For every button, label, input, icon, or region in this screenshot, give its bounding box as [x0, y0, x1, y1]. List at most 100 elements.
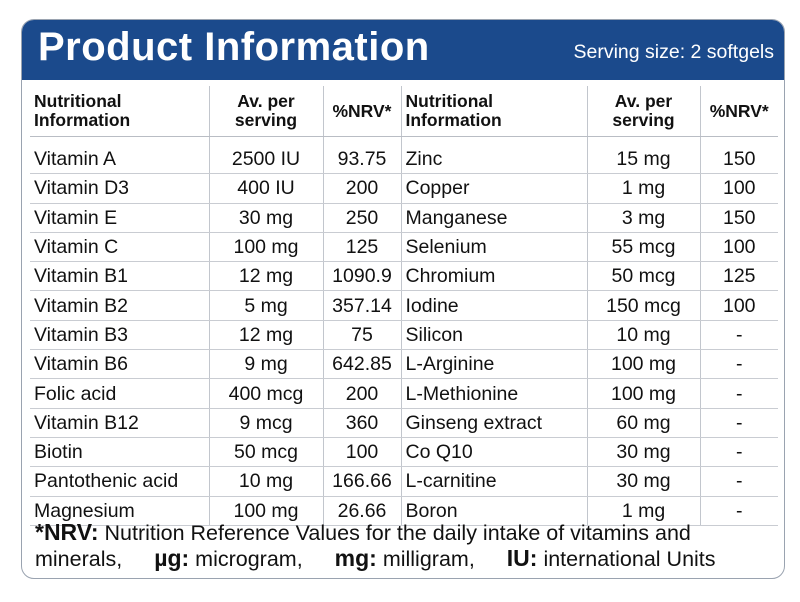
nutrient-name: Boron [401, 496, 588, 526]
nutrient-nrv: 200 [323, 378, 402, 409]
nutrient-amount: 60 mg [587, 408, 701, 438]
nutrient-nrv: 150 [700, 145, 778, 175]
nutrient-nrv: - [700, 466, 778, 497]
nutrient-name: Ginseng extract [401, 408, 588, 438]
nutrient-name: L-Methionine [401, 378, 588, 409]
header-bar: Product Information Serving size: 2 soft… [22, 20, 784, 80]
nutrient-amount: 15 mg [587, 145, 701, 175]
nutrient-amount: 12 mg [209, 320, 324, 351]
table-row: Vitamin A 2500 IU 93.75 Zinc 15 mg 150 [30, 145, 778, 175]
footnote-line-2: minerals, µg: microgram, mg: milligram, … [35, 546, 775, 572]
nutrient-amount: 100 mg [209, 496, 324, 526]
ug-term: µg: [154, 545, 190, 571]
table-row: Vitamin D3 400 IU 200 Copper 1 mg 100 [30, 173, 778, 204]
nutrient-name: Vitamin B6 [30, 349, 210, 380]
nutrient-nrv: - [700, 349, 778, 380]
nutrient-name: Biotin [30, 437, 210, 468]
nutrient-nrv: 100 [700, 232, 778, 263]
nutrient-nrv: 26.66 [323, 496, 402, 526]
nutrient-nrv: - [700, 408, 778, 438]
nutrient-nrv: 150 [700, 203, 778, 233]
nutrient-amount: 12 mg [209, 261, 324, 292]
table-header-row: Nutritional Information Av. per serving … [30, 86, 778, 137]
nutrient-amount: 9 mg [209, 349, 324, 380]
nutrient-amount: 1 mg [587, 173, 701, 204]
nutrient-amount: 55 mcg [587, 232, 701, 263]
nutrient-amount: 100 mg [209, 232, 324, 263]
table-row: Vitamin B12 9 mcg 360 Ginseng extract 60 mg - [30, 408, 778, 438]
nutrient-name: Manganese [401, 203, 588, 233]
nutrient-nrv: 200 [323, 173, 402, 204]
nutrient-nrv: - [700, 320, 778, 351]
table-row: Vitamin B1 12 mg 1090.9 Chromium 50 mcg 125 [30, 261, 778, 292]
table-row: Pantothenic acid 10 mg 166.66 L-carnitine 30… [30, 466, 778, 497]
nutrient-amount: 50 mcg [587, 261, 701, 292]
nutrient-amount: 2500 IU [209, 145, 324, 175]
nutrient-nrv: 360 [323, 408, 402, 438]
serving-size: Serving size: 2 softgels [573, 41, 774, 63]
nutrient-amount: 30 mg [587, 466, 701, 497]
nutrient-name: Silicon [401, 320, 588, 351]
nutrient-name: Zinc [401, 145, 588, 175]
nutrient-name: Selenium [401, 232, 588, 263]
table-row: Vitamin B6 9 mg 642.85 L-Arginine 100 mg - [30, 349, 778, 380]
nutrient-nrv: 166.66 [323, 466, 402, 497]
nutrient-amount: 1 mg [587, 496, 701, 526]
nutrient-name: Vitamin B2 [30, 290, 210, 321]
table-row: Vitamin C 100 mg 125 Selenium 55 mcg 100 [30, 232, 778, 263]
nutrient-nrv: 1090.9 [323, 261, 402, 292]
minerals-text: minerals, [35, 547, 123, 571]
nutrient-name: L-Arginine [401, 349, 588, 380]
nutrient-name: Chromium [401, 261, 588, 292]
nutrient-amount: 400 mcg [209, 378, 324, 409]
nutrient-name: Co Q10 [401, 437, 588, 468]
nutrient-amount: 100 mg [587, 349, 701, 380]
footnote: *NRV: Nutrition Reference Values for the… [35, 520, 775, 572]
table-row: Vitamin B3 12 mg 75 Silicon 10 mg - [30, 320, 778, 351]
nutrient-amount: 10 mg [209, 466, 324, 497]
nutrient-amount: 3 mg [587, 203, 701, 233]
nutrient-nrv: 75 [323, 320, 402, 351]
iu-term: IU: [506, 545, 538, 571]
product-info-panel: Product Information Serving size: 2 soft… [21, 19, 785, 579]
nutrient-name: Magnesium [30, 496, 210, 526]
col-header-nrv-2: %NRV* [700, 86, 778, 137]
nutrient-nrv: 250 [323, 203, 402, 233]
col-header-av-per: Av. per serving [209, 86, 324, 137]
nutrient-nrv: 100 [700, 290, 778, 321]
nutrient-nrv: - [700, 437, 778, 468]
nutrient-nrv: 125 [323, 232, 402, 263]
nutrient-name: Copper [401, 173, 588, 204]
nutrient-amount: 5 mg [209, 290, 324, 321]
nutrient-nrv: 93.75 [323, 145, 402, 175]
nutrient-nrv: 100 [323, 437, 402, 468]
table-row: Vitamin B2 5 mg 357.14 Iodine 150 mcg 100 [30, 290, 778, 321]
nutrient-name: Vitamin E [30, 203, 210, 233]
table-row: Folic acid 400 mcg 200 L-Methionine 100 mg - [30, 378, 778, 409]
nutrient-amount: 30 mg [587, 437, 701, 468]
nutrient-amount: 50 mcg [209, 437, 324, 468]
nutrient-nrv: - [700, 496, 778, 526]
nrv-definition: Nutrition Reference Values for the daily… [104, 521, 691, 545]
nutrient-name: Vitamin C [30, 232, 210, 263]
nutrient-amount: 100 mg [587, 378, 701, 409]
nutrient-nrv: 357.14 [323, 290, 402, 321]
nutrient-name: Vitamin B1 [30, 261, 210, 292]
nutrient-nrv: 100 [700, 173, 778, 204]
nutrient-amount: 9 mcg [209, 408, 324, 438]
iu-definition: international Units [543, 547, 716, 571]
header-gap-row [30, 136, 778, 145]
mg-definition: milligram, [382, 547, 475, 571]
nutrient-name: Iodine [401, 290, 588, 321]
col-header-av-per-2: Av. per serving [587, 86, 701, 137]
nutrient-name: Vitamin B12 [30, 408, 210, 438]
nutrient-amount: 30 mg [209, 203, 324, 233]
nutrient-name: Folic acid [30, 378, 210, 409]
nutrient-name: Pantothenic acid [30, 466, 210, 497]
nutrient-amount: 150 mcg [587, 290, 701, 321]
nutrient-name: Vitamin D3 [30, 173, 210, 204]
ug-definition: microgram, [195, 547, 303, 571]
nutrient-nrv: - [700, 378, 778, 409]
table-row: Vitamin E 30 mg 250 Manganese 3 mg 150 [30, 203, 778, 233]
nrv-term: *NRV: [35, 519, 99, 545]
